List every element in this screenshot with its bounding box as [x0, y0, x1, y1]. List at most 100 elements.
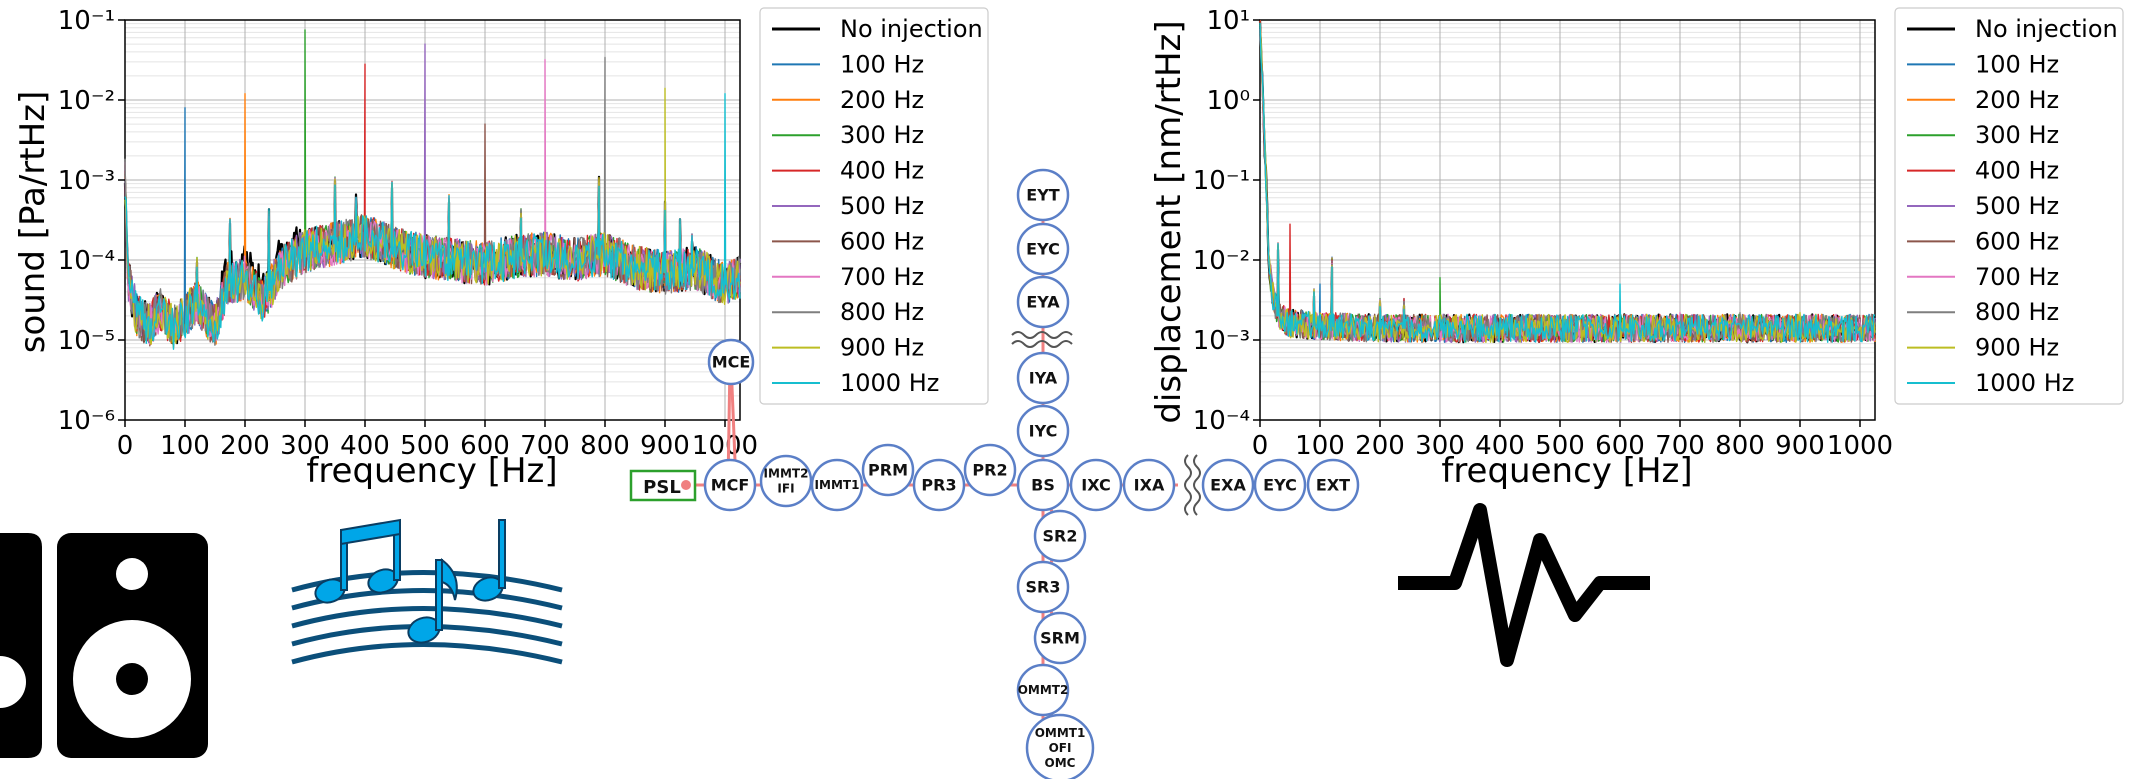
optic-node-label: EXA	[1210, 476, 1246, 495]
optic-node-label: EYC	[1026, 240, 1060, 259]
sound-series-line-10	[124, 93, 741, 350]
displacement-x-tick-label: 1000	[1827, 431, 1893, 461]
sound-x-tick-label: 700	[520, 431, 570, 461]
displacement-chart-series-lines	[1258, 19, 1877, 344]
speaker-icon	[0, 533, 208, 758]
optic-node-eyc2: EYC	[1253, 458, 1307, 512]
laser-source-dot	[681, 480, 691, 490]
optic-node-immt1: IMMT1	[810, 458, 864, 512]
displacement-y-tick-label: 10⁰	[1206, 86, 1250, 116]
optic-node-ixa: IXA	[1122, 458, 1176, 512]
sound-legend-entry: 600 Hz	[840, 227, 924, 255]
sound-legend-entry: 400 Hz	[840, 157, 924, 185]
displacement-legend-frame	[1894, 7, 2124, 405]
displacement-series-line-8	[1259, 26, 1876, 343]
displacement-x-tick-label: 100	[1295, 431, 1345, 461]
displacement-y-tick-label: 10⁻³	[1193, 326, 1250, 356]
optic-node-eya: EYA	[1016, 275, 1070, 329]
sound-legend-entry: 800 Hz	[840, 298, 924, 326]
sound-chart-series-lines	[123, 29, 742, 350]
optic-node-ommt2: OMMT2	[1016, 663, 1070, 717]
optic-node-label: EYC	[1263, 476, 1297, 495]
displacement-series-line-1	[1259, 19, 1876, 343]
sound-legend-frame	[759, 7, 989, 405]
displacement-legend-entry: 500 Hz	[1975, 192, 2059, 220]
displacement-chart-grid	[1259, 19, 1875, 421]
optic-node-iyc: IYC	[1016, 404, 1070, 458]
displacement-legend-entry: No injection	[1975, 15, 2118, 43]
sound-x-tick-label: 800	[580, 431, 630, 461]
optic-node-eyt: EYT	[1016, 168, 1070, 222]
sound-spectrum-chart: 0 100 200 300 400 500 600 700 800 900 1000 10⁻⁶10⁻…	[13, 6, 989, 491]
optic-node-ixc: IXC	[1069, 458, 1123, 512]
optic-node-ext: EXT	[1306, 458, 1360, 512]
displacement-chart-y-axis-label: displacement [nm/rtHz]	[1149, 20, 1189, 423]
sound-legend-entry: 900 Hz	[840, 334, 924, 362]
optic-node-label: OMC	[1045, 756, 1076, 770]
displacement-y-tick-label: 10⁻⁴	[1193, 406, 1250, 436]
optic-node-label: SR2	[1043, 527, 1078, 546]
optic-node-label: EYA	[1026, 293, 1060, 312]
displacement-series-line-6	[1259, 30, 1876, 343]
displacement-chart-x-ticks: 0 100 200 300 400 500 600 700 800 900 1000	[1252, 420, 1893, 461]
displacement-legend-entry: 200 Hz	[1975, 86, 2059, 114]
displacement-legend-entry: 800 Hz	[1975, 298, 2059, 326]
optic-node-label: EXT	[1316, 476, 1350, 495]
sound-x-tick-label: 900	[640, 431, 690, 461]
sound-chart-x-ticks: 0 100 200 300 400 500 600 700 800 900 1000	[117, 420, 758, 461]
optic-node-exa: EXA	[1201, 458, 1255, 512]
optic-node-label: IMMT2	[764, 467, 809, 481]
optic-node-label: IFI	[777, 482, 794, 496]
displacement-series-line-4	[1259, 19, 1876, 343]
sound-chart-frame	[124, 19, 741, 421]
sound-x-tick-label: 100	[160, 431, 210, 461]
displacement-legend-entry: 1000 Hz	[1975, 369, 2074, 397]
displacement-x-tick-label: 0	[1252, 431, 1269, 461]
arm-break-vertical	[1011, 331, 1073, 348]
optic-node-eyc: EYC	[1016, 222, 1070, 276]
sound-legend-entry: 500 Hz	[840, 192, 924, 220]
displacement-x-tick-label: 700	[1655, 431, 1705, 461]
optic-node-prm: PRM	[861, 443, 915, 497]
displacement-legend-entry: 100 Hz	[1975, 50, 2059, 78]
sound-legend-entry: 300 Hz	[840, 121, 924, 149]
optic-node-pr2: PR2	[963, 443, 1017, 497]
displacement-legend-entry: 300 Hz	[1975, 121, 2059, 149]
optic-node-pr3: PR3	[912, 458, 966, 512]
sound-chart-y-ticks: 10⁻⁶ 10⁻⁵ 10⁻⁴ 10⁻³ 10⁻² 10⁻¹	[58, 6, 125, 436]
displacement-spectrum-chart: 0 100 200 300 400 500 600 700 800 900 1000 10⁻⁴10⁻…	[1149, 6, 2124, 491]
sound-y-tick-label: 10⁻⁵	[58, 326, 115, 356]
displacement-y-tick-label: 10¹	[1206, 6, 1250, 36]
displacement-series-line-10	[1259, 22, 1876, 343]
displacement-legend-entry: 900 Hz	[1975, 334, 2059, 362]
optic-node-label: IYA	[1029, 369, 1058, 388]
optic-node-label: PRM	[868, 461, 908, 480]
sound-series-line-5	[124, 43, 741, 344]
optic-node-srm: SRM	[1033, 611, 1087, 665]
optic-node-label: MCF	[711, 476, 750, 495]
optic-node-label: EYT	[1026, 186, 1060, 205]
displacement-series-line-2	[1259, 19, 1876, 343]
sound-legend-entry: 100 Hz	[840, 50, 924, 78]
displacement-x-tick-label: 300	[1415, 431, 1465, 461]
sound-x-tick-label: 500	[400, 431, 450, 461]
optic-node-label: PR2	[972, 461, 1007, 480]
optic-node-label: SR3	[1026, 578, 1061, 597]
sound-x-tick-label: 200	[220, 431, 270, 461]
displacement-y-tick-label: 10⁻²	[1193, 246, 1250, 276]
sound-y-tick-label: 10⁻⁶	[58, 406, 115, 436]
sound-y-tick-label: 10⁻²	[58, 86, 115, 116]
sound-legend-entry: 700 Hz	[840, 263, 924, 291]
optic-node-label: BS	[1031, 476, 1055, 495]
displacement-chart-frame	[1259, 19, 1876, 421]
sound-y-tick-label: 10⁻¹	[58, 6, 115, 36]
displacement-x-tick-label: 600	[1595, 431, 1645, 461]
vibration-pulse-icon	[1398, 503, 1650, 667]
displacement-x-tick-label: 400	[1475, 431, 1525, 461]
music-notes-icon	[291, 518, 563, 665]
sound-x-tick-label: 1000	[692, 431, 758, 461]
